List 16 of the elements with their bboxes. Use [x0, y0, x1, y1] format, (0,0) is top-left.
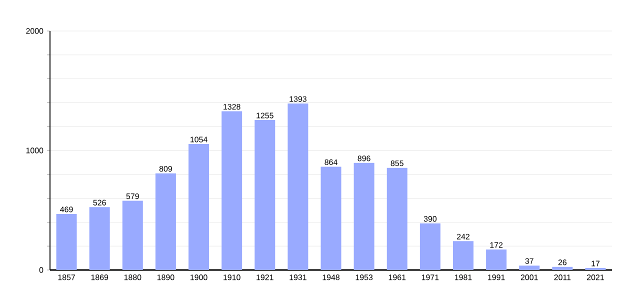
bar [56, 214, 77, 270]
bar [89, 207, 110, 270]
bar [122, 200, 143, 270]
bar [254, 120, 276, 270]
bar [288, 104, 308, 270]
bar [354, 162, 374, 270]
bar [320, 166, 342, 270]
bar [519, 266, 540, 270]
bar [188, 144, 210, 270]
bar [420, 223, 440, 270]
bar [386, 168, 408, 270]
bar [552, 266, 573, 270]
bar [452, 241, 474, 270]
bar [222, 111, 242, 270]
bar [486, 249, 507, 270]
bar [155, 173, 176, 270]
